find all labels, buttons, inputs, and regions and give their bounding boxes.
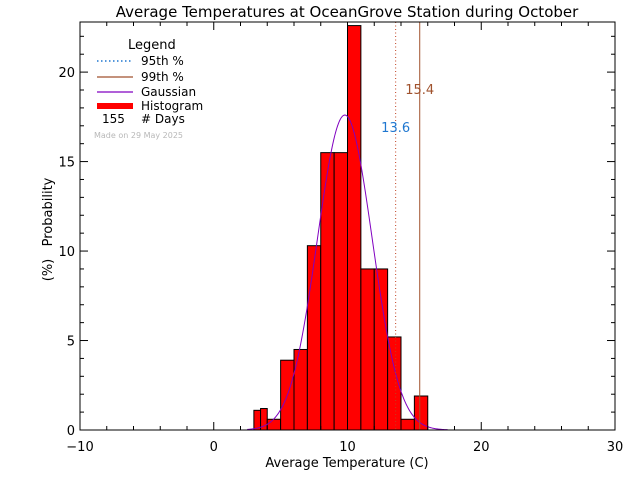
watermark: Made on 29 May 2025 xyxy=(94,131,183,140)
plot-area: 13.6 15.4 xyxy=(247,22,448,431)
legend-label-99th: 99th % xyxy=(141,70,184,84)
histogram-bar xyxy=(320,152,335,431)
histogram-bar xyxy=(347,25,362,431)
x-axis-label: Average Temperature (C) xyxy=(265,456,428,471)
y-axis-label: Probability xyxy=(41,177,56,246)
legend-day-label: # Days xyxy=(141,112,185,126)
legend-label-histogram: Histogram xyxy=(141,99,203,113)
histogram-bar xyxy=(360,268,375,431)
x-tick-label: 0 xyxy=(210,440,218,455)
histogram-bar xyxy=(400,418,415,431)
y-tick-label: 15 xyxy=(58,156,75,171)
chart-title: Average Temperatures at OceanGrove Stati… xyxy=(116,3,579,21)
y-tick-label: 20 xyxy=(58,66,75,81)
x-tick-label: 10 xyxy=(339,440,356,455)
legend-label-gaussian: Gaussian xyxy=(141,85,196,99)
histogram-bar xyxy=(413,395,429,431)
y-tick-label: 5 xyxy=(67,335,75,350)
x-tick-label: 30 xyxy=(607,440,624,455)
x-tick-label: 20 xyxy=(473,440,490,455)
legend: Legend 95th % 99th % Gaussian Histogram … xyxy=(94,38,203,140)
legend-label-95th: 95th % xyxy=(141,54,184,68)
x-tick-label: −10 xyxy=(66,440,93,455)
legend-title: Legend xyxy=(128,38,176,53)
y-axis-unit: (%) xyxy=(41,259,56,282)
histogram-bar xyxy=(373,268,389,431)
percentile-label: 15.4 xyxy=(405,83,434,98)
histogram-bar xyxy=(306,245,322,431)
histogram-bar xyxy=(333,152,348,431)
gaussian-curve xyxy=(247,114,448,431)
histogram-bar xyxy=(266,418,282,431)
percentile-label: 13.6 xyxy=(381,121,410,136)
y-tick-label: 0 xyxy=(67,424,75,439)
histogram-bar xyxy=(293,348,308,431)
histogram-bar xyxy=(387,336,402,431)
legend-day-count: 155 xyxy=(102,112,125,126)
y-tick-label: 10 xyxy=(58,245,75,260)
